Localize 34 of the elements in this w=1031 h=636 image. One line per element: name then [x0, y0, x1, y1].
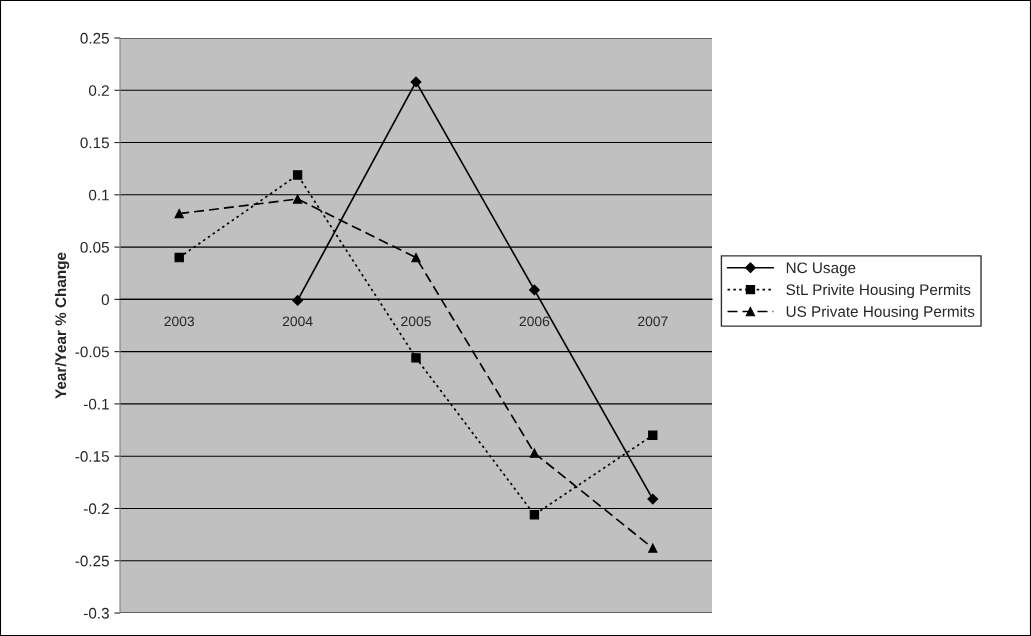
y-tick-label: 0 [101, 294, 109, 306]
point [647, 493, 659, 505]
legend-label: NC Usage [786, 262, 856, 277]
point [528, 284, 540, 296]
point [648, 543, 658, 553]
x-tick-label: 2006 [519, 316, 550, 327]
point [292, 194, 303, 204]
point [411, 252, 421, 263]
legend-label: US Private Housing Permits [786, 305, 975, 320]
point [648, 430, 658, 440]
y-tick-label: 0.1 [88, 189, 109, 201]
y-tick-label: 0.2 [88, 85, 109, 96]
x-tick-label: 2007 [638, 316, 668, 327]
point [529, 510, 540, 520]
x-tick-label: 2004 [282, 316, 313, 327]
point [410, 76, 422, 88]
point [174, 208, 184, 219]
y-tick-label: -0.25 [75, 555, 109, 567]
point [292, 170, 303, 180]
point [174, 252, 184, 263]
y-tick-label: 0.05 [80, 241, 109, 253]
point [529, 448, 540, 458]
y-tick-label: -0.05 [75, 346, 109, 358]
y-tick-label: 0.25 [80, 32, 109, 44]
y-tick-label: -0.15 [75, 451, 109, 462]
point [411, 353, 421, 363]
legend-label: StL Privite Housing Permits [786, 283, 971, 299]
y-tick-label: -0.3 [83, 607, 109, 619]
y-tick-label: -0.1 [83, 398, 109, 410]
y-tick-label: -0.2 [83, 503, 109, 515]
x-tick-label: 2003 [164, 316, 195, 327]
y-tick-label: 0.15 [80, 137, 109, 149]
y-axis-title: Year/Year % Change [54, 252, 70, 399]
x-tick-label: 2005 [401, 316, 431, 327]
